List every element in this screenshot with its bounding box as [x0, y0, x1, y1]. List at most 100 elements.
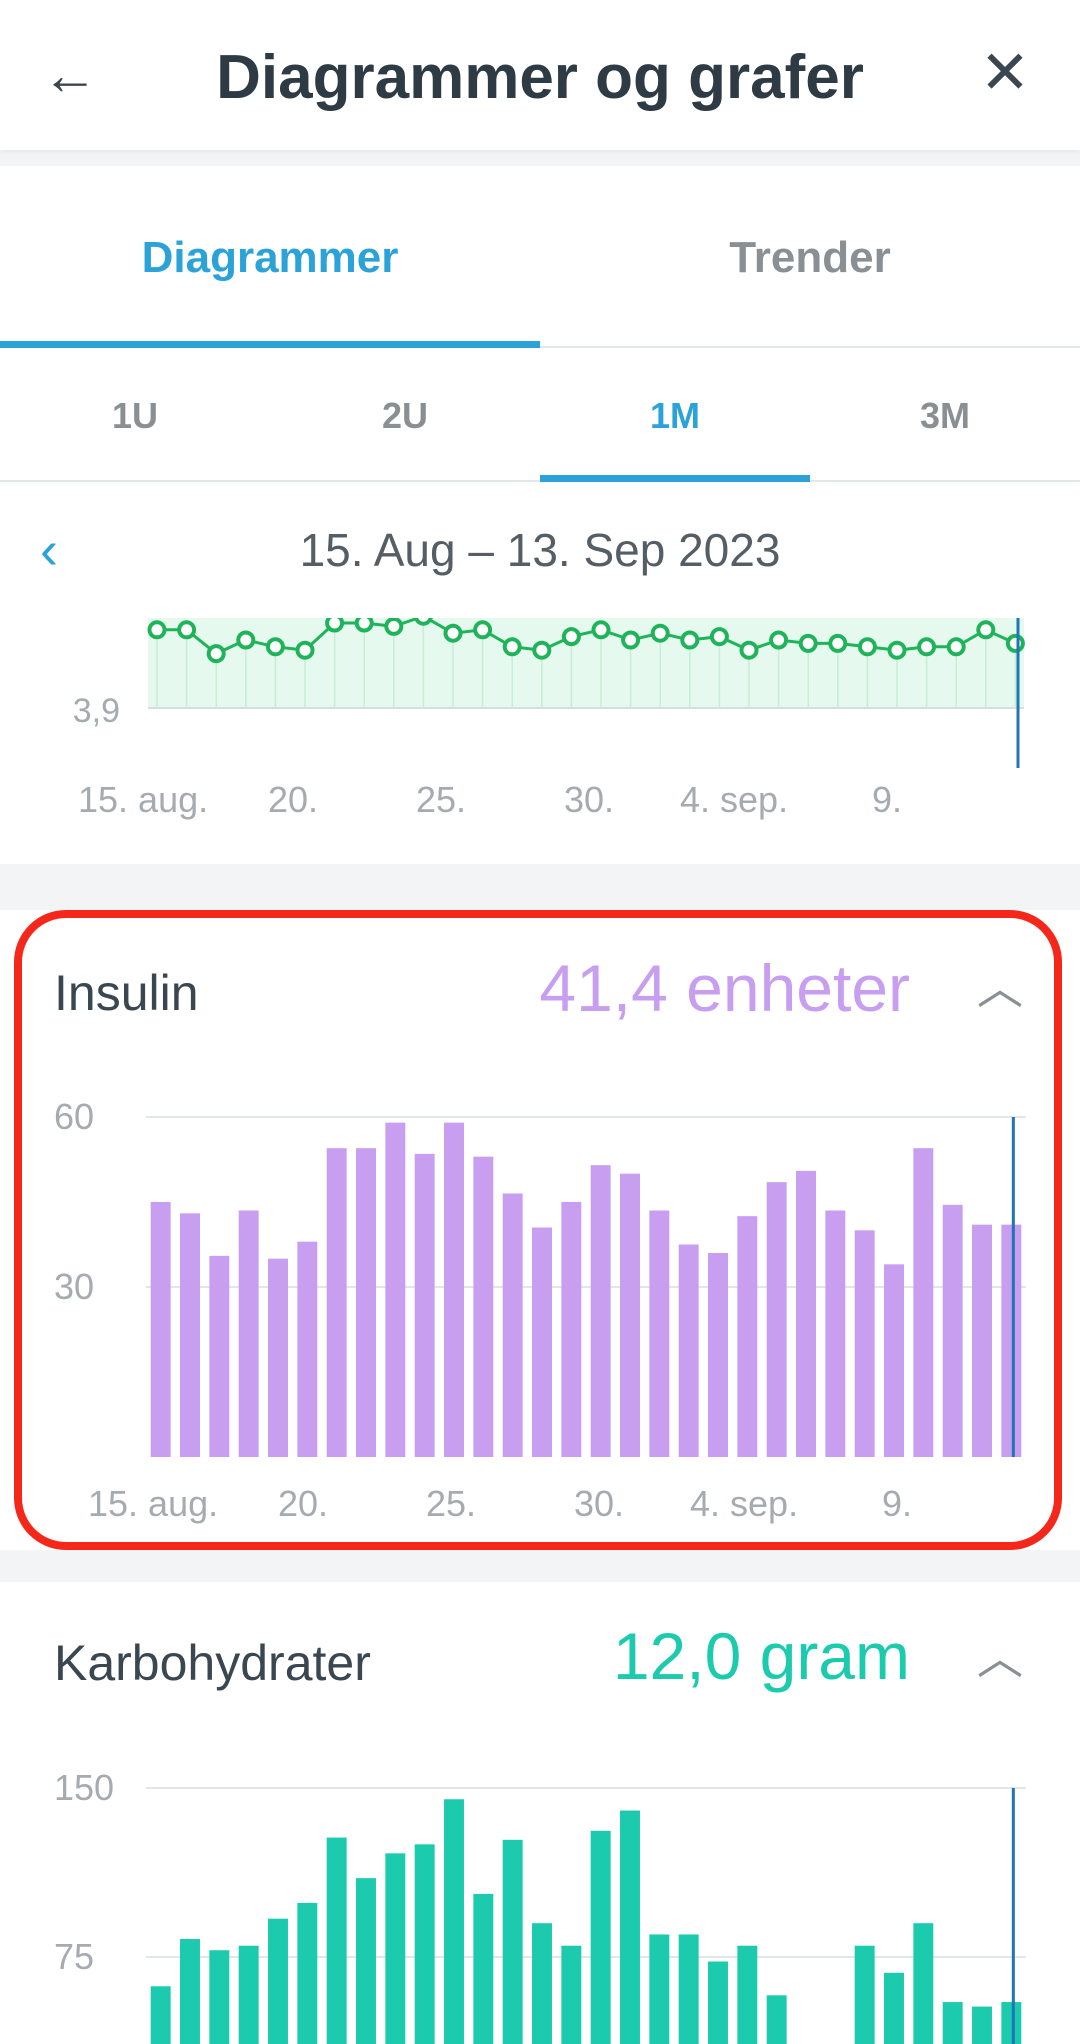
range-1m[interactable]: 1M [649, 395, 700, 436]
arrow-left-icon[interactable]: ← [42, 43, 98, 106]
bar[interactable] [620, 1173, 640, 1457]
bar[interactable] [884, 1264, 904, 1457]
bar[interactable] [238, 1945, 259, 2044]
glucose-point [828, 633, 848, 653]
bar[interactable] [942, 2002, 963, 2044]
x-tick-label: 4. sep. [690, 1483, 798, 1524]
y-tick-label: 3,9 [73, 692, 120, 730]
bar[interactable] [356, 1148, 376, 1457]
bar[interactable] [913, 1148, 934, 1457]
bar[interactable] [326, 1148, 347, 1457]
tab-diagrammer[interactable]: Diagrammer [141, 233, 399, 282]
bar[interactable] [708, 1253, 728, 1457]
x-tick-label: 9. [882, 1483, 912, 1524]
glucose-point [384, 616, 404, 636]
bar[interactable] [414, 1844, 435, 2044]
bar[interactable] [473, 1156, 494, 1457]
glucose-point [1005, 633, 1025, 653]
y-tick-label: 75 [54, 1936, 94, 1977]
bar[interactable] [649, 1210, 670, 1458]
bar[interactable] [268, 1918, 288, 2044]
insulin-value: 41,4 enheter [539, 951, 910, 1025]
bar[interactable] [561, 1945, 582, 2044]
glucose-point [177, 620, 197, 640]
bar[interactable] [532, 1227, 552, 1458]
glucose-point [413, 606, 433, 626]
bar[interactable] [590, 1165, 611, 1457]
bar[interactable] [385, 1122, 406, 1457]
bar[interactable] [444, 1122, 464, 1457]
x-tick-label: 20. [268, 779, 318, 820]
bar[interactable] [649, 1934, 670, 2044]
glucose-point [473, 620, 493, 640]
bar[interactable] [268, 1258, 288, 1457]
bar[interactable] [796, 1170, 816, 1457]
glucose-point [887, 640, 907, 660]
bar[interactable] [942, 1204, 963, 1457]
bar[interactable] [297, 1902, 318, 2044]
bar[interactable] [209, 1255, 230, 1457]
glucose-point [769, 630, 789, 650]
y-tick-label: 150 [54, 1767, 114, 1808]
bar[interactable] [737, 1216, 758, 1457]
bar[interactable] [502, 1193, 523, 1458]
chevron-left-icon[interactable]: ‹ [40, 520, 58, 580]
insulin-title: Insulin [54, 965, 199, 1021]
bar[interactable] [620, 1810, 640, 2044]
bar[interactable] [854, 1230, 875, 1457]
date-range-label: 15. Aug – 13. Sep 2023 [299, 524, 781, 576]
bar[interactable] [884, 1972, 904, 2044]
carbs-card: Karbohydrater 12,0 gram ︿ 75 150 [0, 1582, 1080, 2044]
bar[interactable] [590, 1830, 611, 2044]
bar[interactable] [913, 1923, 934, 2044]
bar[interactable] [972, 1224, 992, 1457]
tab-trender[interactable]: Trender [729, 233, 891, 282]
glucose-point [709, 627, 729, 647]
bar[interactable] [150, 1986, 171, 2044]
glucose-point [295, 640, 315, 660]
y-tick-label: 30 [54, 1266, 94, 1307]
chevron-up-icon[interactable]: ︿ [977, 962, 1023, 1014]
bar[interactable] [502, 1839, 523, 2044]
bar[interactable] [825, 1210, 846, 1458]
range-1u[interactable]: 1U [111, 395, 159, 436]
bar[interactable] [385, 1853, 406, 2044]
bar[interactable] [1001, 2002, 1022, 2044]
bar[interactable] [356, 1878, 376, 2044]
close-icon[interactable]: ✕ [979, 39, 1031, 106]
bar[interactable] [678, 1934, 699, 2044]
bar[interactable] [766, 1995, 787, 2044]
bar[interactable] [972, 2006, 992, 2044]
bar[interactable] [414, 1153, 435, 1457]
chevron-up-icon[interactable]: ︿ [977, 1632, 1023, 1684]
bar[interactable] [708, 1961, 728, 2044]
bar[interactable] [854, 1945, 875, 2044]
bar[interactable] [180, 1938, 200, 2044]
insulin-chart: 30 60 15. aug. 20. 25. 30. 4. sep. 9. [54, 1096, 1026, 1524]
bar[interactable] [1001, 1224, 1022, 1457]
bar[interactable] [444, 1799, 464, 2044]
bar[interactable] [737, 1945, 758, 2044]
range-2u[interactable]: 2U [381, 395, 429, 436]
bar[interactable] [678, 1244, 699, 1458]
carbs-value: 12,0 gram [612, 1619, 910, 1693]
bar[interactable] [532, 1923, 552, 2044]
bar[interactable] [238, 1210, 259, 1458]
glucose-point [946, 637, 966, 657]
bar[interactable] [180, 1213, 200, 1457]
glucose-point [650, 623, 670, 643]
bar[interactable] [326, 1837, 347, 2044]
range-3m[interactable]: 3M [919, 395, 970, 436]
glucose-point [236, 630, 256, 650]
bar[interactable] [766, 1182, 787, 1457]
x-tick-label: 30. [574, 1483, 624, 1524]
bar[interactable] [561, 1202, 582, 1457]
range-indicator [540, 475, 810, 482]
bar[interactable] [209, 1950, 230, 2044]
bar[interactable] [297, 1241, 318, 1457]
bar[interactable] [150, 1202, 171, 1457]
carbs-title: Karbohydrater [54, 1635, 371, 1691]
x-tick-label: 20. [278, 1483, 328, 1524]
bar[interactable] [473, 1893, 494, 2044]
glucose-point [265, 637, 285, 657]
